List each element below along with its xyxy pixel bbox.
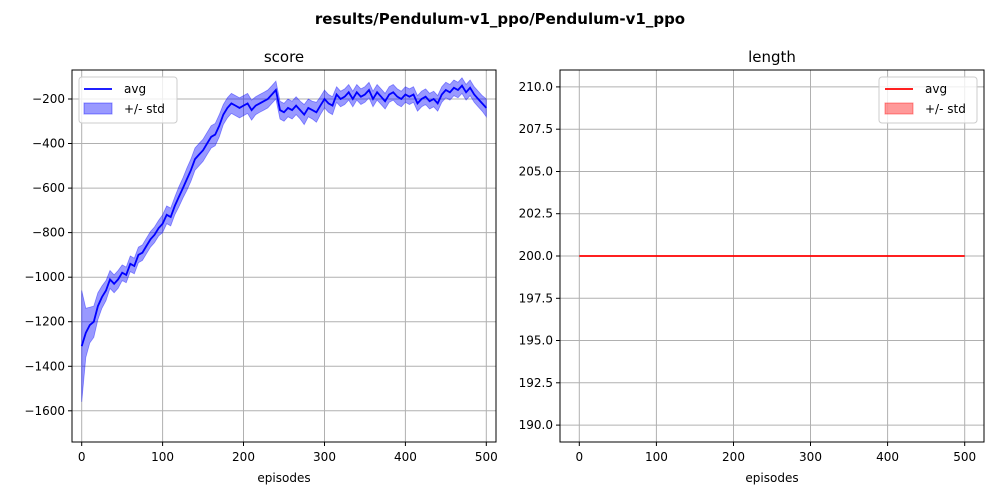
y-tick-label: 207.5: [519, 122, 553, 136]
length-ticks: 0 100 200 300 400 500 190.0 192.5 195.0 197.5 200.…: [519, 80, 977, 464]
x-tick-label: 200: [232, 450, 255, 464]
y-tick-label: 195.0: [519, 334, 553, 348]
length-legend-std-patch: [884, 102, 914, 115]
x-tick-label: 300: [799, 450, 822, 464]
y-tick-label: −1600: [24, 404, 65, 418]
y-tick-label: −1200: [24, 315, 65, 329]
score-avg-line: [80, 84, 487, 347]
x-tick-label: 100: [645, 450, 668, 464]
x-tick-label: 0: [575, 450, 583, 464]
figure-title: results/Pendulum-v1_ppo/Pendulum-v1_ppo: [315, 10, 685, 28]
y-tick-label: 202.5: [519, 207, 553, 221]
score-legend: avg +/- std: [78, 76, 178, 124]
score-axes-title: score: [264, 48, 304, 66]
y-tick-label: −200: [32, 92, 65, 106]
score-std-band: [81, 77, 487, 402]
score-xlabel: episodes: [257, 471, 310, 485]
length-legend-std-label: +/- std: [925, 102, 966, 116]
y-tick-label: 200.0: [519, 249, 553, 263]
length-xlabel: episodes: [745, 471, 798, 485]
y-tick-label: −800: [32, 226, 65, 240]
x-tick-label: 0: [78, 450, 86, 464]
score-axes-frame: [71, 69, 497, 443]
x-tick-label: 500: [475, 450, 498, 464]
x-tick-label: 400: [876, 450, 899, 464]
y-tick-label: −1000: [24, 270, 65, 284]
score-gridlines: [72, 70, 496, 442]
length-legend: avg +/- std: [878, 76, 978, 124]
score-ticks: 0 100 200 300 400 500 −1600 −1400 −1200 −1000 −800…: [24, 92, 497, 464]
x-tick-label: 500: [953, 450, 976, 464]
x-tick-label: 300: [313, 450, 336, 464]
y-tick-label: 205.0: [519, 165, 553, 179]
x-tick-label: 100: [151, 450, 174, 464]
y-tick-label: 210.0: [519, 80, 553, 94]
score-legend-avg-label: avg: [124, 82, 146, 96]
length-axes-title: length: [748, 48, 796, 66]
y-tick-label: 192.5: [519, 376, 553, 390]
length-axes: length 0 100 200 300 400 500 190.0 192.5 195.0 19…: [519, 48, 985, 485]
score-axes: score 0 100 200 300 400 500 −1600 −1400 −1200 −10…: [24, 48, 497, 485]
y-tick-label: 197.5: [519, 291, 553, 305]
y-tick-label: −400: [32, 137, 65, 151]
y-tick-label: 190.0: [519, 418, 553, 432]
length-legend-avg-label: avg: [925, 82, 947, 96]
score-legend-std-label: +/- std: [124, 102, 165, 116]
score-legend-std-patch: [83, 102, 113, 115]
y-tick-label: −600: [32, 181, 65, 195]
y-tick-label: −1400: [24, 359, 65, 373]
x-tick-label: 200: [722, 450, 745, 464]
x-tick-label: 400: [394, 450, 417, 464]
